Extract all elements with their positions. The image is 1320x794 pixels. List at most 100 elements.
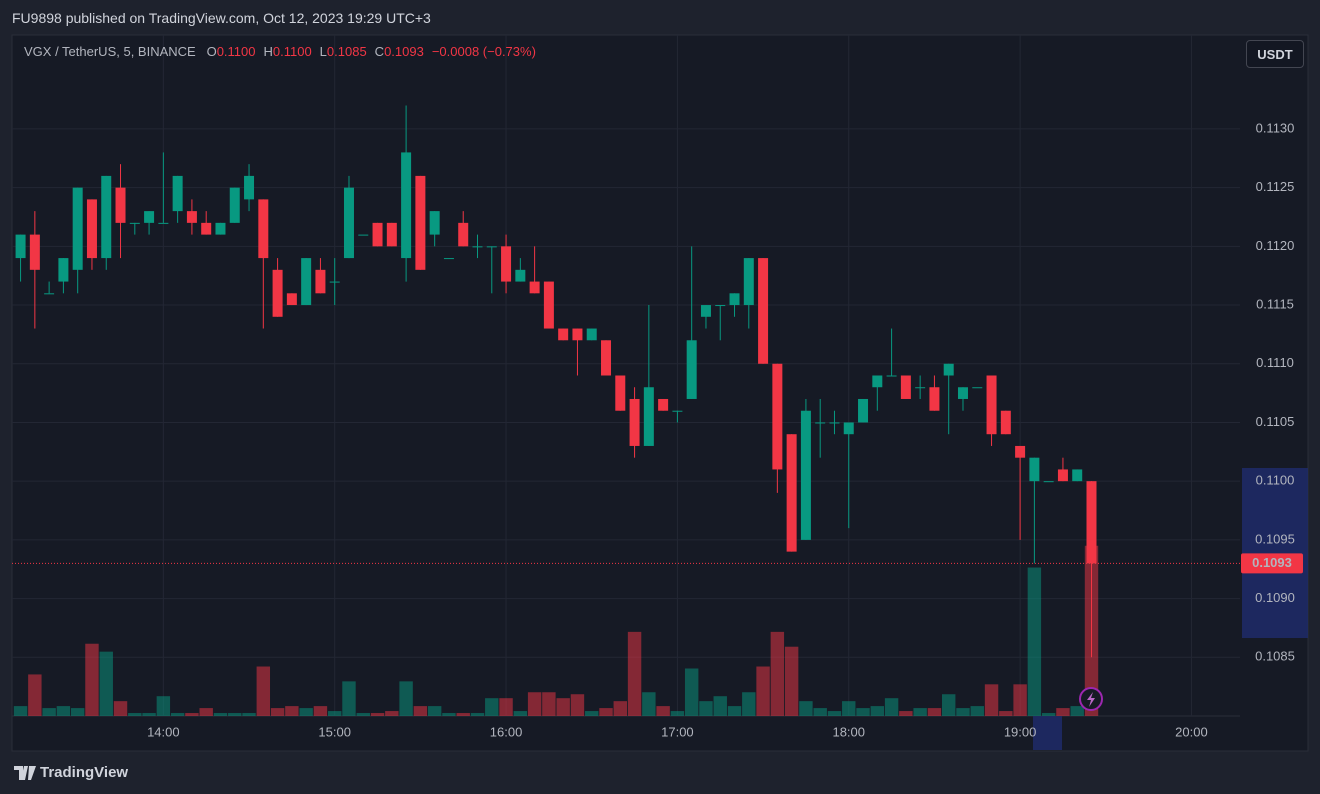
volume-bar <box>413 706 428 716</box>
candle-body <box>786 434 797 552</box>
candle-body <box>1043 481 1054 483</box>
y-tick-label: 0.1085 <box>1255 649 1295 664</box>
x-tick-label: 20:00 <box>1175 724 1208 739</box>
candle-body <box>29 234 40 270</box>
y-tick-label: 0.1120 <box>1256 238 1295 253</box>
x-tick-label: 15:00 <box>318 724 351 739</box>
candle-body <box>229 187 240 223</box>
volume-bar <box>499 698 513 716</box>
y-tick-label: 0.1105 <box>1256 414 1295 429</box>
chart-panel <box>11 34 1309 752</box>
candle-body <box>315 269 326 294</box>
candle-body <box>672 410 683 412</box>
candle-body <box>986 375 997 435</box>
volume-bar <box>642 692 656 716</box>
candle-body <box>900 375 911 399</box>
candle-body <box>144 211 155 223</box>
candle-body <box>658 398 669 411</box>
candle-body <box>700 305 711 317</box>
volume-bar <box>299 708 313 716</box>
alert-bolt <box>1087 692 1095 707</box>
candle-body <box>629 398 640 446</box>
logo-text: TradingView <box>40 764 129 781</box>
candle-body <box>458 222 469 247</box>
candle-body <box>1015 445 1026 458</box>
volume-bar <box>99 651 113 716</box>
candle-body <box>129 222 140 224</box>
volume-bar <box>128 713 142 716</box>
ohlc-value: 0.1093 <box>384 44 424 59</box>
volume-bar <box>113 701 128 716</box>
volume-bar <box>984 684 999 716</box>
volume-bar <box>899 711 913 716</box>
volume-bar <box>399 681 413 716</box>
candle-body <box>529 281 540 294</box>
last-price-label: 0.1093 <box>1252 555 1292 570</box>
volume-bar <box>1070 706 1084 716</box>
volume-bar <box>670 711 685 716</box>
candle-body <box>415 175 426 270</box>
ohlc-key: H <box>263 44 273 59</box>
volume-bar <box>613 701 627 716</box>
candle-body <box>286 293 297 306</box>
candle-body <box>543 281 554 329</box>
volume-bar <box>28 674 42 716</box>
candle-body <box>215 222 226 235</box>
candle-body <box>201 222 212 235</box>
candle-body <box>586 328 597 341</box>
volume-bar <box>142 713 156 716</box>
volume-bar <box>242 713 256 716</box>
volume-bar <box>756 666 770 716</box>
volume-bar <box>513 711 528 716</box>
candle-body <box>44 293 55 295</box>
volume-bar <box>856 708 870 716</box>
x-tick-label: 16:00 <box>490 724 523 739</box>
candle-body <box>1000 410 1011 435</box>
x-tick-label: 18:00 <box>832 724 865 739</box>
candle-body <box>244 175 255 200</box>
candle-body <box>486 246 497 248</box>
volume-bar <box>385 711 399 716</box>
candle-body <box>172 175 183 212</box>
volume-bar <box>742 692 756 716</box>
candle-body <box>158 222 169 224</box>
candle-body <box>86 199 97 259</box>
candle-body <box>829 422 840 424</box>
candle-body <box>929 387 940 411</box>
volume-bar <box>970 706 984 716</box>
logo-mark <box>14 765 36 780</box>
y-tick-label: 0.1110 <box>1256 355 1294 370</box>
ohlc-key: O <box>206 44 217 59</box>
y-tick-label: 0.1100 <box>1256 473 1295 488</box>
volume-bar <box>913 708 927 716</box>
volume-bar <box>627 631 642 716</box>
candle-body <box>743 258 754 306</box>
candle-body <box>301 258 312 306</box>
symbol-legend: VGX / TetherUS, 5, BINANCE O0.1100 H0.110… <box>24 44 544 59</box>
volume-bar <box>1041 713 1056 716</box>
ohlc-key: L <box>319 44 327 59</box>
volume-bar <box>799 701 813 716</box>
candle-body <box>715 305 726 307</box>
currency-button[interactable]: USDT <box>1246 40 1304 68</box>
candle-body <box>815 422 826 424</box>
volume-bar <box>527 692 542 716</box>
volume-bar <box>542 692 556 716</box>
candle-body <box>643 387 654 446</box>
volume-bar <box>342 681 356 716</box>
volume-bar <box>356 713 370 716</box>
volume-bar <box>285 706 299 716</box>
volume-bar <box>1027 567 1042 716</box>
candle-body <box>1029 457 1040 482</box>
volume-bar <box>442 713 456 716</box>
volume-bar <box>684 668 699 716</box>
candle-body <box>101 175 112 259</box>
candle-body <box>115 187 126 223</box>
volume-bar <box>699 701 713 716</box>
candle-body <box>329 281 340 283</box>
candle-body <box>886 375 897 377</box>
candle-body <box>957 387 968 399</box>
y-tick-label: 0.1130 <box>1256 120 1295 135</box>
volume-bar <box>842 701 856 716</box>
candle-body <box>572 328 583 341</box>
